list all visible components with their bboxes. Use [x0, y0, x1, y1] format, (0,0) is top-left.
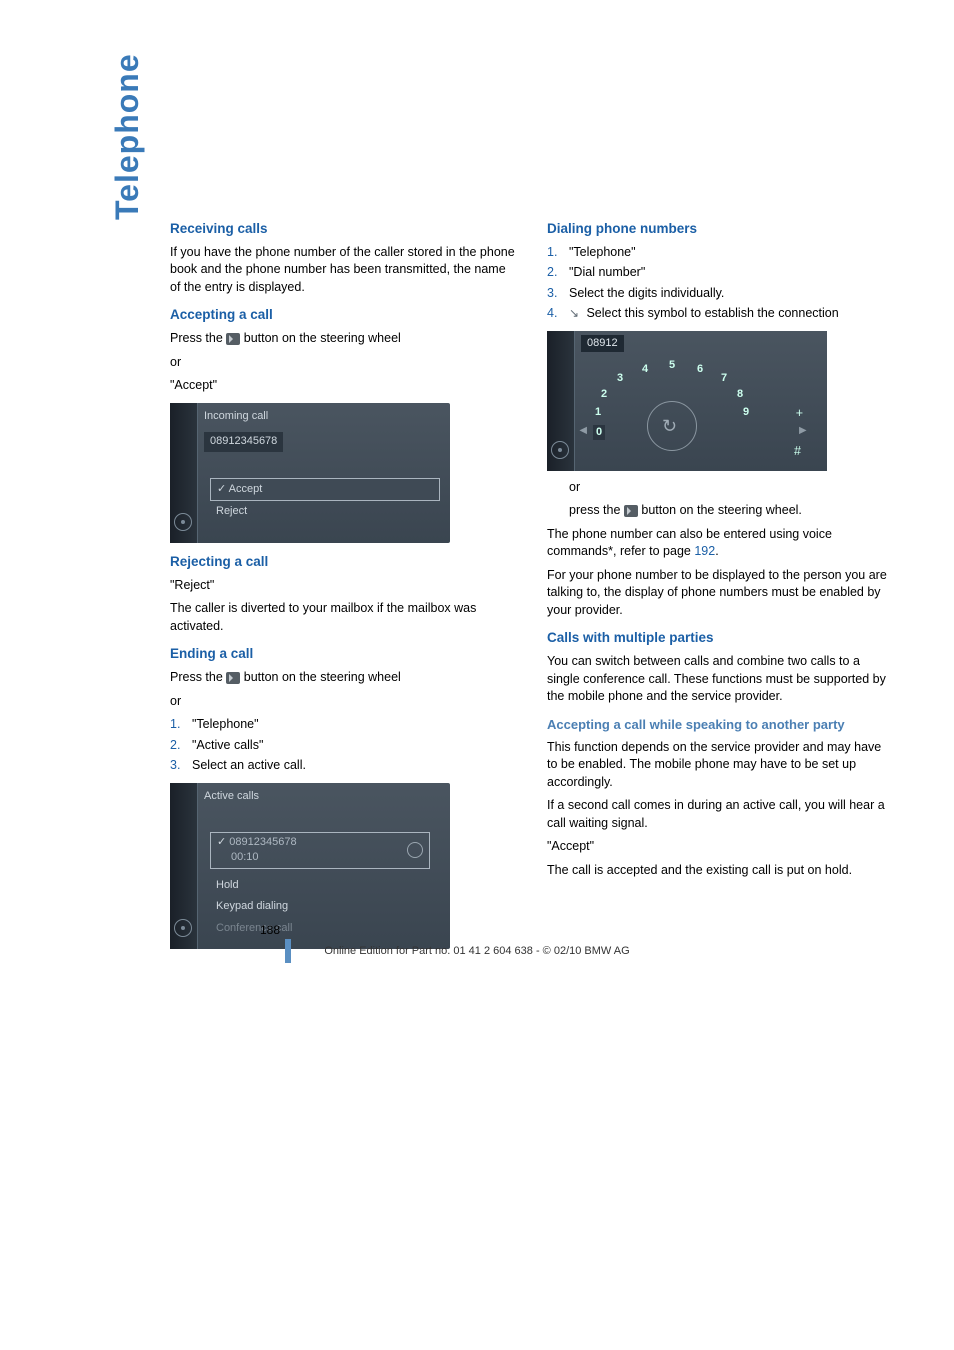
display-note: For your phone number to be displayed to… — [547, 567, 894, 620]
fig2-header: Active calls — [204, 789, 259, 804]
fig2-keypad: Keypad dialing — [210, 896, 440, 917]
handset-symbol-icon — [569, 307, 583, 321]
fig3-top: 08912 — [581, 335, 624, 352]
accept-another-p2: If a second call comes in during an acti… — [547, 797, 894, 832]
ending-or: or — [170, 693, 517, 711]
handset-icon — [407, 842, 423, 858]
fig1-accept: Accept — [210, 478, 440, 501]
phone-button-icon — [226, 333, 240, 345]
accept-another-p1: This function depends on the service pro… — [547, 739, 894, 792]
figure-active-calls: Active calls 08912345678 00:10 Hold Keyp… — [170, 783, 450, 949]
figure-dial-pad: 08912 123 456 789 0 ◄► +# — [547, 331, 827, 471]
page-number: 188 — [260, 922, 280, 939]
accepting-or: or — [170, 354, 517, 372]
multi-body: You can switch between calls and combine… — [547, 653, 894, 706]
accepting-press-line: Press the button on the steering wheel — [170, 330, 517, 348]
dial-press-line: press the button on the steering wheel. — [569, 502, 894, 520]
heading-multi-parties: Calls with multiple parties — [547, 629, 894, 648]
accepting-accept: "Accept" — [170, 377, 517, 395]
heading-ending-call: Ending a call — [170, 645, 517, 664]
rejecting-reject: "Reject" — [170, 577, 517, 595]
left-column: Receiving calls If you have the phone nu… — [170, 220, 517, 957]
accept-another-p3: The call is accepted and the existing ca… — [547, 862, 894, 880]
footer-text: Online Edition for Part no. 01 41 2 604 … — [0, 944, 954, 959]
phone-button-icon — [226, 672, 240, 684]
dialing-steps: 1."Telephone" 2."Dial number" 3.Select t… — [547, 244, 894, 323]
dial-or: or — [569, 479, 894, 497]
fig2-hold: Hold — [210, 875, 440, 896]
phone-button-icon — [624, 505, 638, 517]
figure-incoming-call: Incoming call 08912345678 Accept Reject — [170, 403, 450, 543]
voice-commands-line: The phone number can also be entered usi… — [547, 526, 894, 561]
rejecting-body: The caller is diverted to your mailbox i… — [170, 600, 517, 635]
ending-steps: 1."Telephone" 2."Active calls" 3.Select … — [170, 716, 517, 775]
accept-another-accept: "Accept" — [547, 838, 894, 856]
fig1-header: Incoming call — [204, 409, 268, 424]
fig2-active-row: 08912345678 00:10 — [210, 832, 430, 869]
heading-receiving-calls: Receiving calls — [170, 220, 517, 239]
fig2-conference: Conference call — [210, 918, 440, 939]
heading-accepting-call: Accepting a call — [170, 306, 517, 325]
heading-dialing: Dialing phone numbers — [547, 220, 894, 239]
right-column: Dialing phone numbers 1."Telephone" 2."D… — [547, 220, 894, 957]
section-tab: Telephone — [105, 53, 150, 220]
fig1-reject: Reject — [210, 501, 440, 522]
ending-press-line: Press the button on the steering wheel — [170, 669, 517, 687]
fig1-number: 08912345678 — [204, 432, 283, 451]
page-link-192[interactable]: 192 — [694, 544, 715, 558]
heading-rejecting-call: Rejecting a call — [170, 553, 517, 572]
heading-accept-another: Accepting a call while speaking to anoth… — [547, 716, 894, 734]
receiving-calls-body: If you have the phone number of the call… — [170, 244, 517, 297]
